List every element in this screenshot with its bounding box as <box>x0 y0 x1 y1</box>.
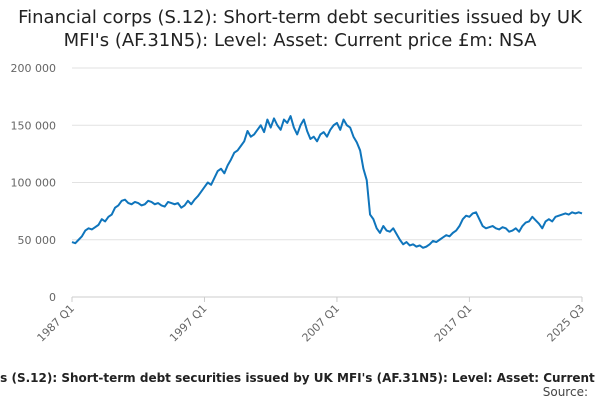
source-label: Source: <box>543 385 588 399</box>
x-tick-label: 2025 Q3 <box>545 302 588 345</box>
y-tick-label: 0 <box>49 291 56 304</box>
chart-title: Financial corps (S.12): Short-term debt … <box>18 7 582 51</box>
footer-title: Financial corps (S.12): Short-term debt … <box>0 371 600 385</box>
x-tick-label: 1997 Q1 <box>167 302 210 345</box>
x-tick-label: 2017 Q1 <box>432 302 475 345</box>
x-tick-label: 1987 Q1 <box>35 302 78 345</box>
y-tick-label: 50 000 <box>18 234 57 247</box>
data-line <box>71 115 583 249</box>
y-tick-label: 200 000 <box>11 62 57 75</box>
y-tick-label: 150 000 <box>11 119 57 132</box>
y-tick-label: 100 000 <box>11 177 57 190</box>
x-tick-label: 2007 Q1 <box>300 302 343 345</box>
